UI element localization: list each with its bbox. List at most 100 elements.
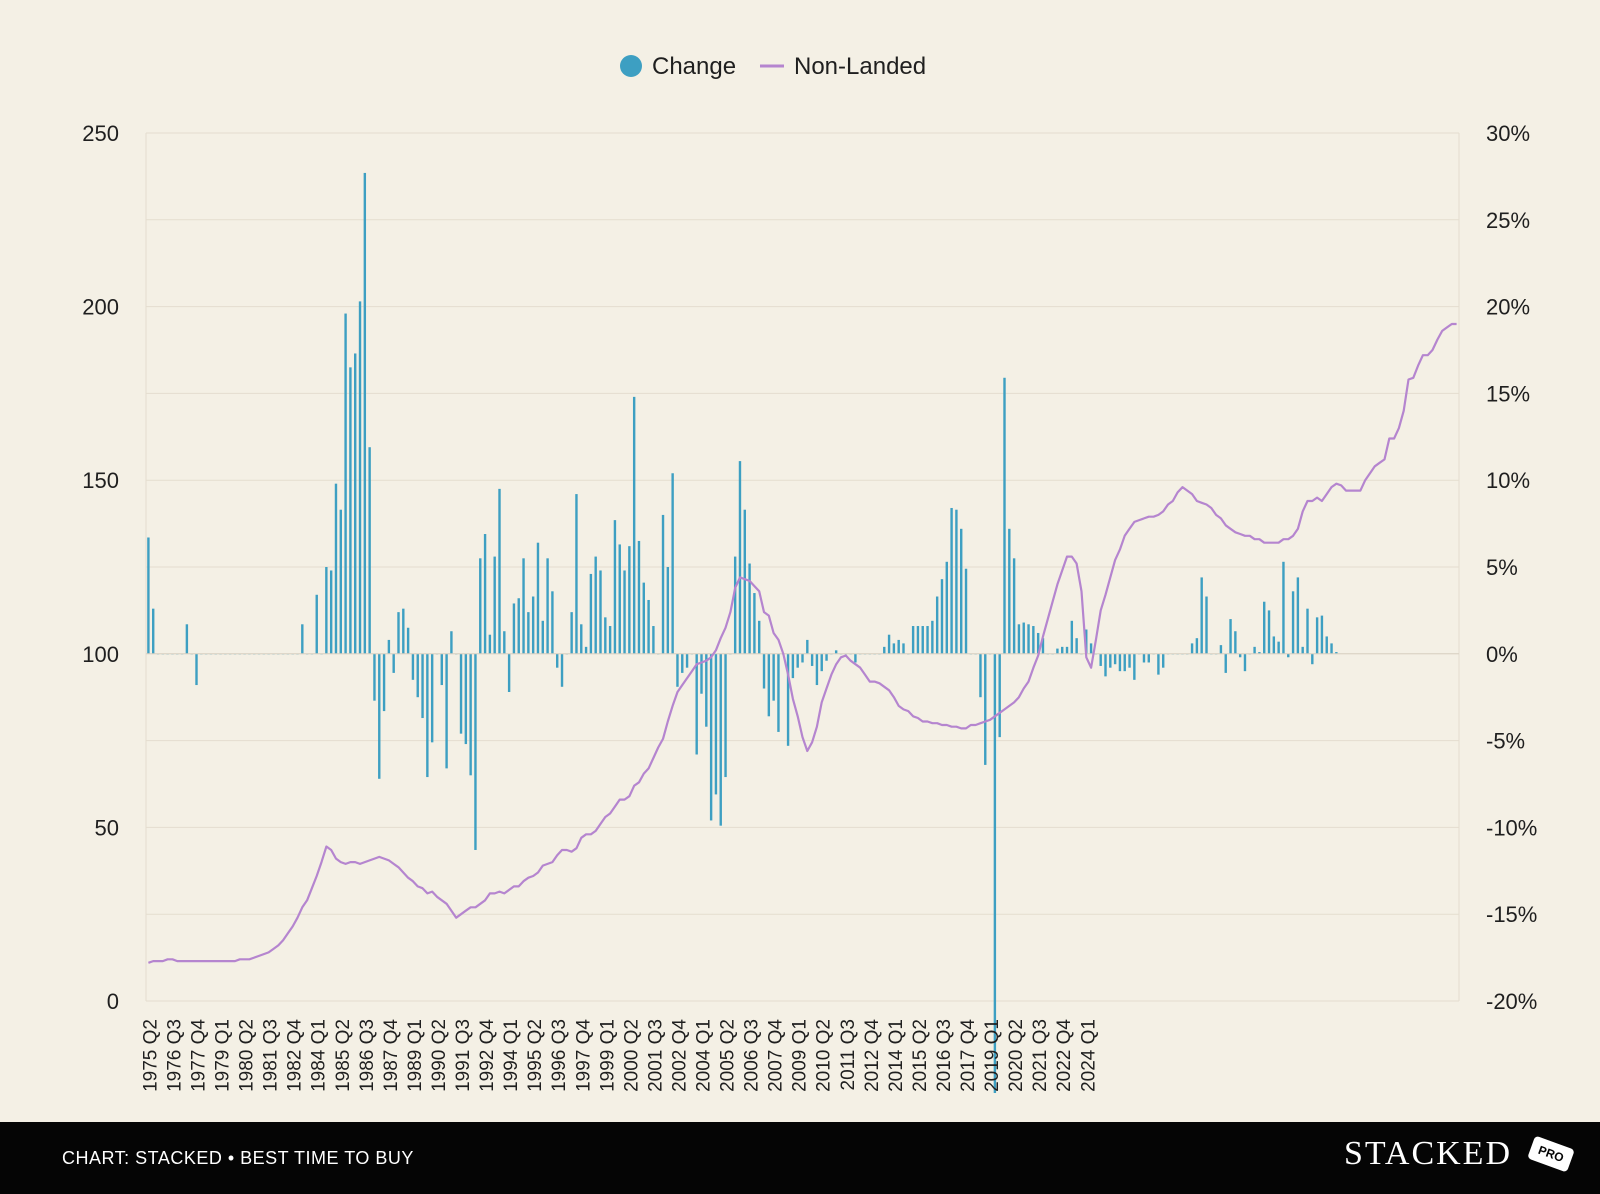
change-bar (1267, 610, 1271, 654)
change-bar (897, 639, 900, 654)
change-bar (1032, 626, 1035, 654)
change-bar (551, 591, 554, 654)
change-bar (512, 603, 516, 654)
x-tick-label: 2012 Q4 (862, 1019, 883, 1092)
change-bar (1301, 646, 1304, 654)
change-bar (984, 653, 987, 765)
change-bar (642, 582, 645, 654)
change-bar (1041, 638, 1045, 654)
change-bar (883, 646, 886, 654)
non-landed-line (148, 322, 1457, 964)
x-tick-label: 1997 Q4 (573, 1019, 594, 1092)
change-bar (786, 653, 790, 746)
change-bar (397, 612, 400, 654)
x-tick-label: 1992 Q4 (477, 1019, 498, 1092)
change-bar (743, 509, 746, 654)
change-bar (416, 653, 419, 698)
change-bar (666, 567, 670, 654)
right-tick-label: -20% (1486, 989, 1537, 1014)
change-bar (329, 570, 333, 654)
change-bar (315, 594, 318, 654)
change-bar (748, 563, 751, 654)
change-bar (147, 537, 150, 654)
x-tick-label: 1999 Q1 (597, 1019, 618, 1092)
right-tick-label: 10% (1486, 468, 1530, 493)
change-bar (531, 596, 535, 654)
change-bar (738, 461, 742, 654)
change-bar (421, 653, 424, 719)
change-bar (493, 556, 496, 654)
change-bar (589, 573, 593, 654)
change-bar (950, 507, 953, 654)
change-bar (1113, 653, 1117, 665)
change-bar (1128, 653, 1131, 668)
change-bar (1253, 646, 1256, 654)
change-bar (498, 488, 501, 654)
x-tick-label: 2002 Q4 (669, 1019, 690, 1092)
right-tick-label: -15% (1486, 902, 1537, 927)
change-bar (1104, 653, 1107, 677)
change-bar (382, 653, 386, 712)
x-tick-label: 2001 Q3 (645, 1019, 666, 1092)
change-bar (1335, 652, 1338, 654)
change-bar (1234, 631, 1237, 654)
legend-non-landed-label: Non-Landed (794, 53, 926, 80)
change-bar (580, 624, 583, 654)
change-bar (411, 653, 415, 680)
x-tick-label: 2024 Q1 (1078, 1019, 1099, 1092)
change-bar (834, 650, 838, 654)
change-bar (604, 617, 607, 654)
right-tick-label: -10% (1486, 815, 1537, 840)
legend: Change Non-Landed (620, 53, 926, 80)
x-tick-label: 2010 Q2 (814, 1019, 835, 1092)
change-bar (556, 653, 559, 668)
change-bar (1243, 653, 1247, 672)
change-bar (801, 653, 804, 663)
x-tick-label: 2004 Q1 (694, 1019, 715, 1092)
x-tick-label: 2020 Q2 (1006, 1019, 1027, 1092)
change-bar (1287, 653, 1290, 658)
change-bar (1027, 624, 1030, 654)
change-bars (147, 172, 1338, 1094)
change-bar (560, 653, 564, 687)
change-bar (1012, 558, 1016, 654)
change-bar (681, 653, 684, 673)
change-bar (935, 596, 939, 654)
change-bar (517, 598, 520, 654)
change-bar (628, 546, 631, 654)
change-bar (584, 646, 588, 654)
x-tick-label: 1995 Q2 (525, 1019, 546, 1092)
change-bar (430, 653, 434, 743)
x-tick-label: 1990 Q2 (429, 1019, 450, 1092)
change-bar (1075, 638, 1078, 654)
left-tick-label: 50 (95, 815, 119, 840)
change-bar (825, 653, 828, 661)
change-bar (1315, 617, 1319, 654)
change-bar (608, 626, 612, 654)
change-bar (613, 520, 617, 654)
change-bar (185, 624, 189, 654)
change-bar (623, 570, 626, 654)
x-tick-label: 2000 Q2 (621, 1019, 642, 1092)
right-tick-label: 25% (1486, 208, 1530, 233)
change-bar (1190, 643, 1194, 654)
change-bar (1157, 653, 1160, 675)
change-bar (459, 653, 463, 734)
change-bar (887, 634, 891, 654)
change-bar (695, 653, 698, 755)
change-bar (522, 558, 525, 654)
change-bar (762, 653, 766, 689)
change-bar (647, 599, 650, 654)
change-bar (1123, 653, 1126, 672)
change-bar (570, 612, 573, 654)
change-bar (719, 653, 722, 826)
change-bar (1147, 653, 1150, 663)
change-bar (575, 494, 578, 654)
x-tick-label: 2017 Q4 (958, 1019, 979, 1092)
x-tick-label: 2019 Q1 (982, 1019, 1003, 1092)
x-tick-label: 1975 Q2 (140, 1019, 161, 1092)
change-bar (1089, 643, 1093, 654)
change-bar (902, 643, 905, 654)
change-bar (594, 556, 597, 654)
change-bar (488, 634, 492, 654)
